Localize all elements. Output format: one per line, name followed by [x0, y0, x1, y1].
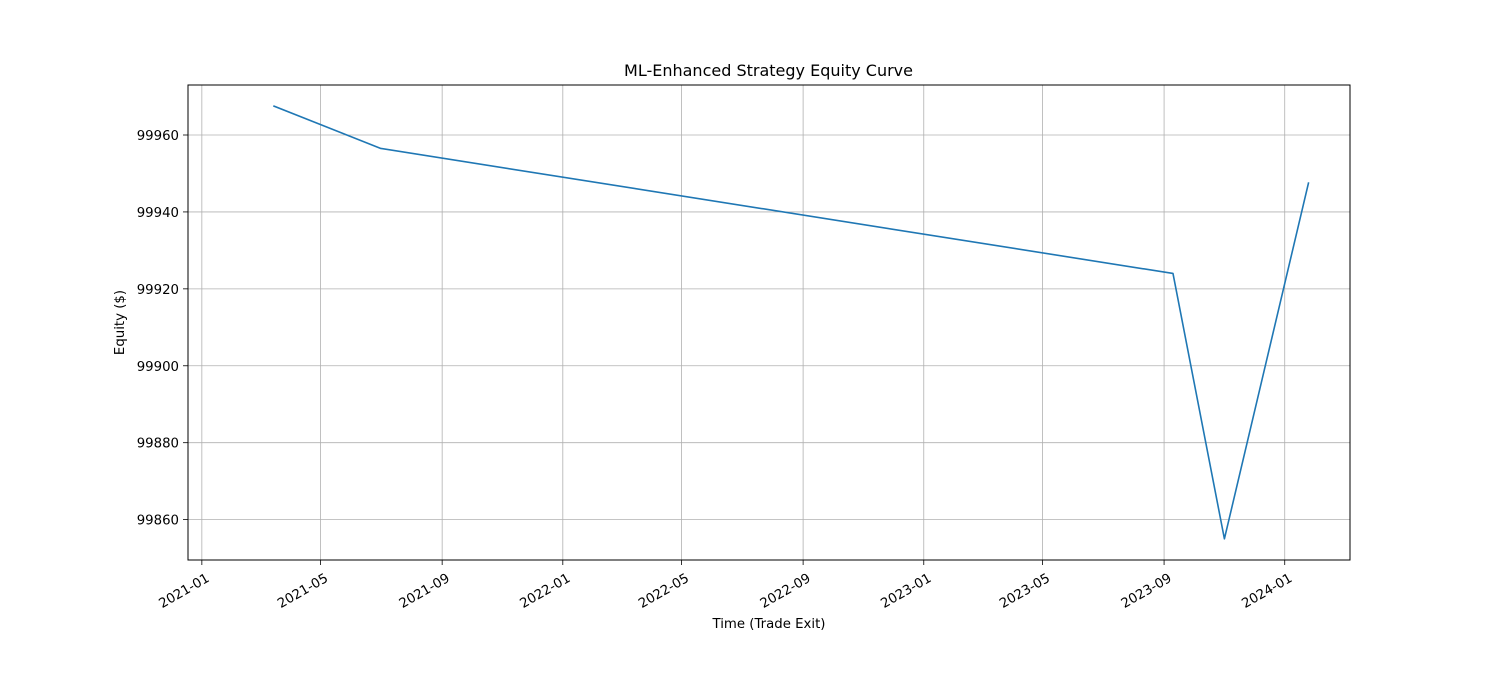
x-axis: 2021-01 2021-05 2021-09 2022-01 2022-05 2022-… [157, 560, 1296, 612]
x-tick-label: 2024-01 [1240, 571, 1296, 612]
series-layer [273, 105, 1310, 540]
x-tick-label: 2021-01 [157, 571, 213, 612]
x-tick-label: 2021-05 [275, 571, 331, 612]
x-tick-label: 2022-05 [636, 571, 692, 612]
y-tick-label: 99960 [137, 129, 179, 144]
y-axis-label: Equity ($) [113, 290, 128, 355]
x-tick-label: 2022-09 [758, 571, 814, 612]
y-axis: 99860 99880 99900 99920 99940 99960 [137, 129, 188, 529]
y-tick-label: 99900 [137, 360, 179, 375]
plot-frame [187, 84, 1351, 561]
x-tick-label: 2023-09 [1119, 571, 1175, 612]
y-tick-label: 99860 [137, 514, 179, 529]
x-tick-label: 2022-01 [518, 571, 574, 612]
x-axis-label: Time (Trade Exit) [712, 617, 826, 632]
x-tick-label: 2021-09 [397, 571, 453, 612]
y-tick-label: 99880 [137, 437, 179, 452]
equity-series-line [273, 105, 1310, 540]
x-tick-label: 2023-01 [879, 571, 935, 612]
x-tick-label: 2023-05 [997, 571, 1053, 612]
y-tick-label: 99920 [137, 283, 179, 298]
grid [188, 85, 1350, 560]
y-tick-label: 99940 [137, 206, 179, 221]
chart-title: ML-Enhanced Strategy Equity Curve [624, 61, 913, 80]
